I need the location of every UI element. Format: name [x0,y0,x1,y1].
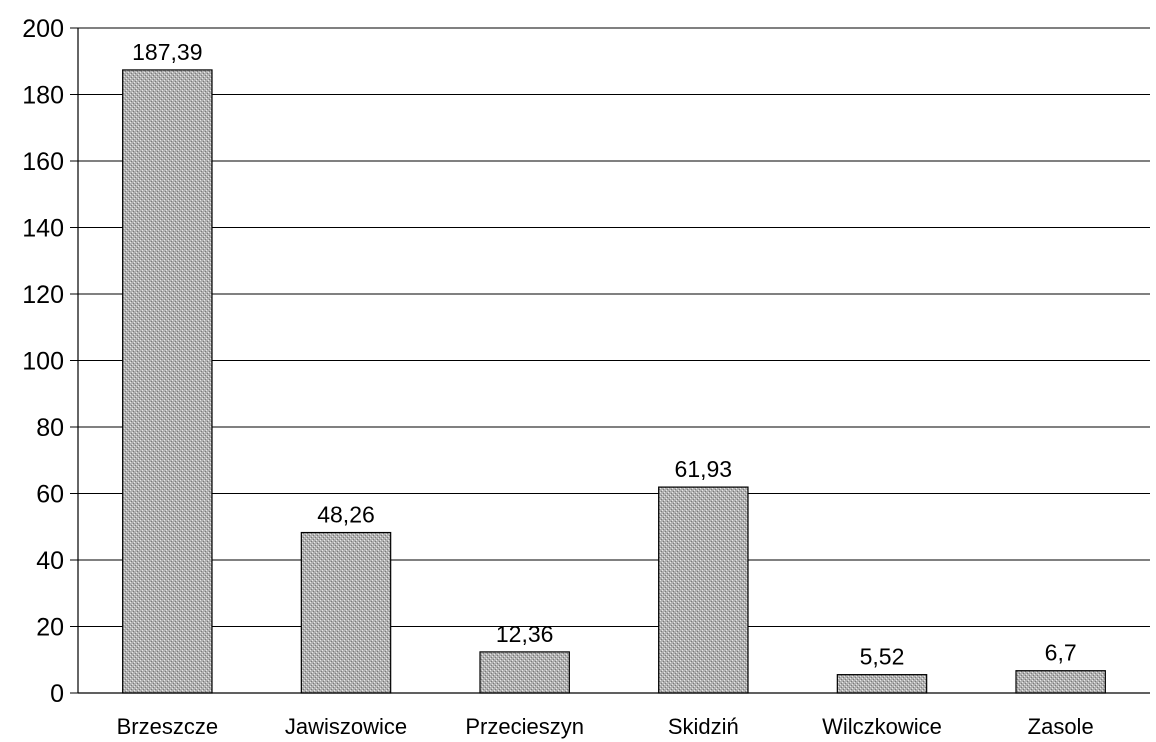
y-tick-label: 140 [22,215,64,243]
y-tick-label: 60 [36,481,64,509]
data-label: 6,7 [1045,640,1077,666]
x-tick-label: Przecieszyn [465,714,584,739]
bar [1015,670,1106,694]
bar [479,651,570,694]
y-tick-label: 120 [22,281,64,309]
data-label: 61,93 [675,456,733,482]
data-label: 48,26 [317,502,375,528]
y-tick-label: 100 [22,348,64,376]
bars-layer [122,69,1106,694]
bar [836,674,928,694]
y-tick-label: 200 [22,15,64,43]
y-tick-label: 0 [50,680,64,708]
bar [300,531,392,694]
data-label: 5,52 [860,644,905,670]
x-tick-label: Wilczkowice [822,714,942,739]
bar [658,486,749,694]
y-tick-label: 80 [36,414,64,442]
y-tick-label: 180 [22,82,64,110]
y-tick-label: 160 [22,148,64,176]
y-tick-label: 20 [36,614,64,642]
x-tick-label: Skidziń [668,714,739,739]
data-label: 187,39 [132,39,202,65]
y-tick-label: 40 [36,547,64,575]
data-label: 12,36 [496,621,554,647]
grid-layer [78,27,1150,627]
x-tick-label: Brzeszcze [117,714,218,739]
x-tick-label: Jawiszowice [285,714,407,739]
x-tick-label: Zasole [1028,714,1094,739]
bar [122,69,213,694]
axis-layer [70,27,1150,694]
labels-layer: 0 20 40 60 80 100 120 140 160 180 200 187,39 Brzeszc… [22,15,1093,739]
